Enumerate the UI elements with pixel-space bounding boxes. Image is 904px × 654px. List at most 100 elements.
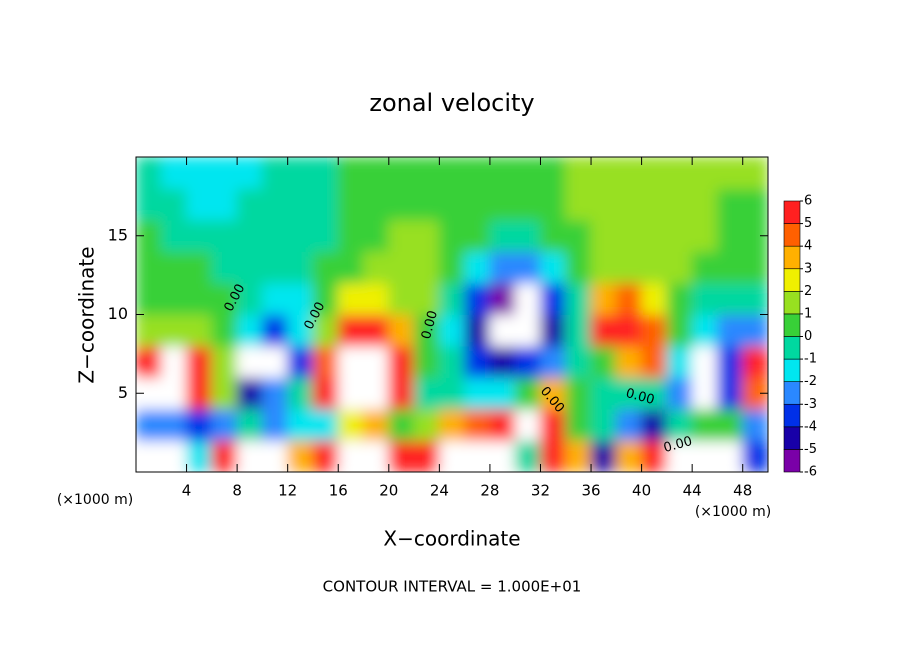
field-cell [464, 219, 491, 252]
field-cell [363, 188, 390, 221]
field-cell [363, 377, 390, 410]
field-cell [615, 219, 643, 252]
field-cell [590, 188, 617, 221]
field-cell [261, 188, 289, 221]
x-tick-label: 28 [480, 482, 499, 500]
field-cell [514, 440, 541, 472]
field-cell [287, 282, 314, 315]
field-cell [742, 157, 768, 189]
field-cell [236, 377, 263, 410]
field-cell [590, 157, 617, 189]
field-cell [388, 282, 415, 315]
field-cell [565, 157, 592, 189]
field-cell [287, 188, 314, 221]
field-cell [716, 251, 744, 284]
colorbar-swatch [783, 358, 801, 382]
field-cell [641, 345, 668, 378]
field-cell [312, 251, 339, 284]
field-cell [160, 251, 188, 284]
field-cell [716, 440, 744, 472]
field-cell [615, 377, 643, 410]
field-cell [489, 408, 516, 441]
field-cell [236, 157, 263, 189]
chart-title: zonal velocity [369, 89, 534, 117]
field-cell [438, 440, 466, 472]
colorbar-label: 4 [804, 239, 812, 254]
field-cell [615, 345, 643, 378]
field-cell [312, 219, 339, 252]
cells [136, 157, 768, 472]
field-cell [287, 345, 314, 378]
field-cell [666, 440, 693, 472]
field-cell [539, 314, 567, 347]
field-cell [261, 377, 289, 410]
field-cell [211, 157, 238, 189]
field-cell [615, 408, 643, 441]
colorbar-swatch [783, 403, 801, 428]
contour-label: 0.00 [624, 386, 656, 408]
field-cell [136, 251, 162, 284]
field-cell [691, 282, 718, 315]
field-cell [615, 157, 643, 189]
field-cell [363, 440, 390, 472]
field-cell [539, 219, 567, 252]
x-tick-label: 4 [182, 482, 192, 500]
field-cell [514, 251, 541, 284]
field-cell [211, 188, 238, 221]
field-cell [186, 188, 213, 221]
field-cell [211, 440, 238, 472]
field-cell [337, 157, 365, 189]
field-cell [438, 219, 466, 252]
field-cell [666, 251, 693, 284]
field-cell [514, 188, 541, 221]
field-cell [641, 282, 668, 315]
y-tick-label: 5 [118, 383, 128, 402]
field-cell [363, 282, 390, 315]
field-cell [363, 408, 390, 441]
field-cell [691, 157, 718, 189]
field-cell [590, 282, 617, 315]
field-cell [489, 219, 516, 252]
colorbar-label: 1 [804, 306, 812, 321]
field-cell [160, 282, 188, 315]
field-cell [160, 345, 188, 378]
field-cell [287, 219, 314, 252]
field-cell [438, 188, 466, 221]
field-cell [539, 188, 567, 221]
field-cell [160, 219, 188, 252]
field-cell [615, 251, 643, 284]
colorbar-label: 5 [804, 216, 812, 231]
field-cell [337, 219, 365, 252]
field-cell [136, 440, 162, 472]
field-cell [489, 251, 516, 284]
field-cell [539, 282, 567, 315]
field-cell [236, 188, 263, 221]
field-cell [337, 282, 365, 315]
field-cell [514, 157, 541, 189]
field-cell [666, 157, 693, 189]
field-cell [312, 440, 339, 472]
field-cell [287, 157, 314, 189]
contour-label: 0.00 [419, 309, 441, 341]
field-cell [565, 188, 592, 221]
field-cell [363, 219, 390, 252]
colorbar-label: 6 [804, 194, 812, 209]
field-cell [691, 440, 718, 472]
field-cell [615, 188, 643, 221]
field-cell [464, 282, 491, 315]
field-cell [742, 282, 768, 315]
field-cell [261, 282, 289, 315]
field-cell [716, 157, 744, 189]
field-cell [388, 157, 415, 189]
field-cell [261, 408, 289, 441]
colorbar-swatch [783, 200, 801, 224]
field-cell [641, 157, 668, 189]
field-cell [413, 408, 440, 441]
field-cell [136, 157, 162, 189]
field-cell [464, 377, 491, 410]
field-cell [388, 377, 415, 410]
field-cell [514, 219, 541, 252]
field-cell [236, 408, 263, 441]
field-cell [438, 282, 466, 315]
field-cell [691, 408, 718, 441]
